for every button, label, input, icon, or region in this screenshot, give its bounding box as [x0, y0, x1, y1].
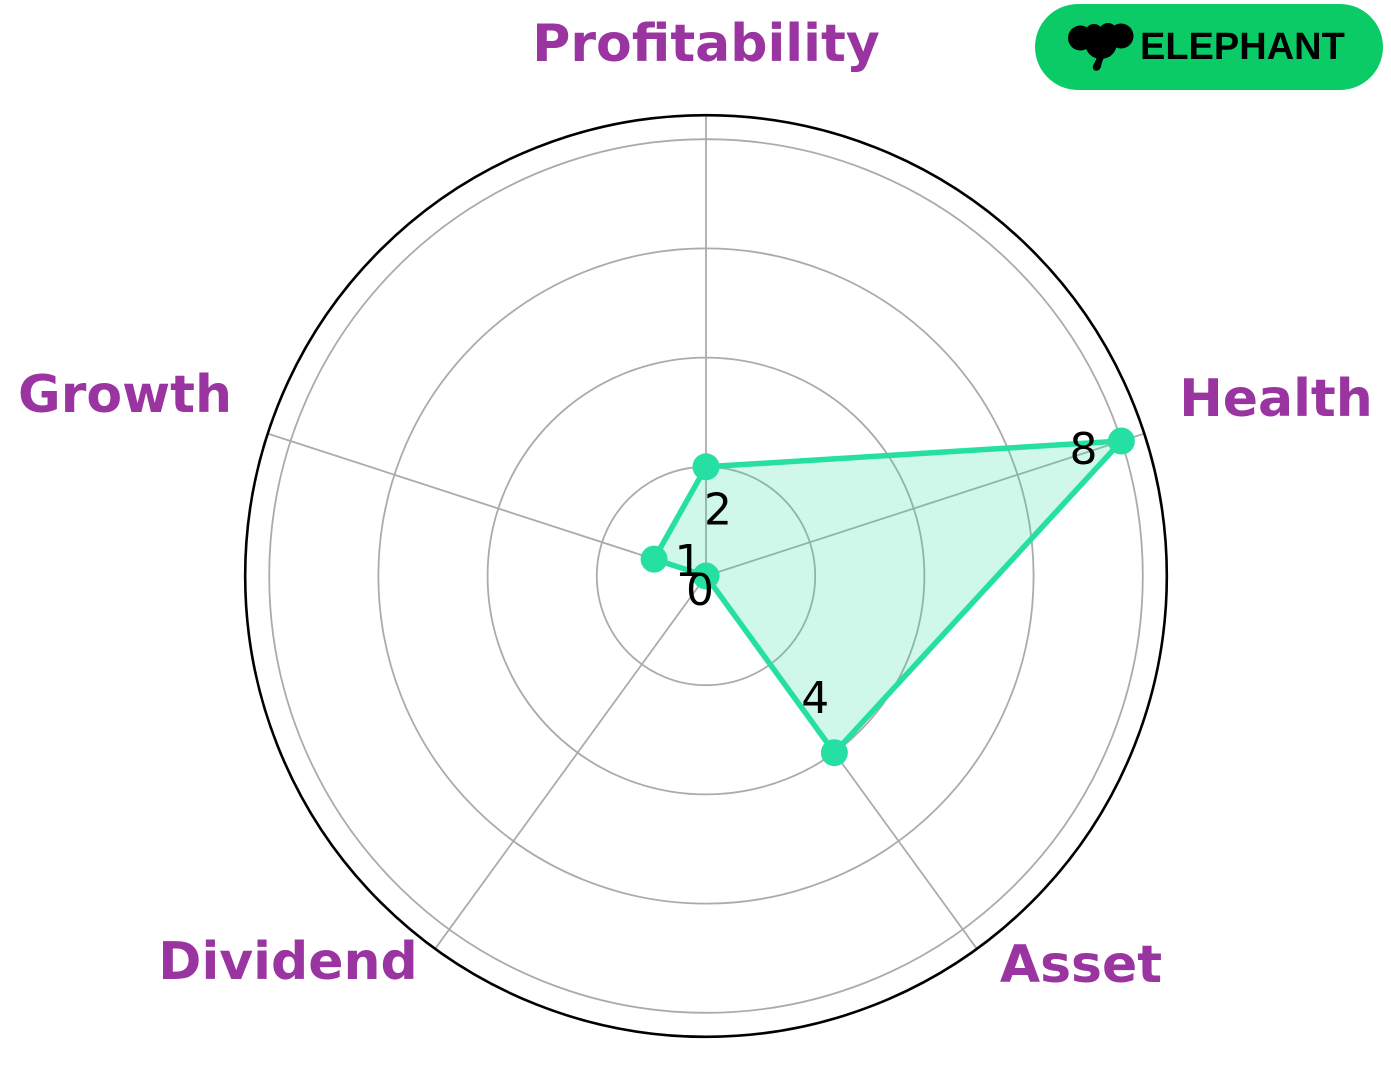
axis-label-asset: Asset	[999, 935, 1163, 995]
axis-label-growth: Growth	[18, 365, 232, 425]
value-label: 1	[674, 536, 702, 587]
value-label: 0	[686, 565, 714, 616]
data-point-marker	[820, 739, 848, 767]
badge-label: ELEPHANT	[1140, 25, 1345, 68]
axis-label-health: Health	[1179, 369, 1373, 429]
data-point-marker	[1107, 427, 1135, 455]
elephant-badge: ELEPHANT	[1035, 4, 1383, 90]
outer-circle	[243, 113, 1169, 1039]
value-label: 8	[1069, 424, 1097, 475]
axis-spoke	[434, 575, 707, 950]
axis-label-dividend: Dividend	[158, 932, 418, 992]
value-label: 4	[801, 673, 829, 724]
data-point-marker	[692, 562, 720, 590]
axis-spoke	[705, 432, 1145, 577]
value-label: 2	[704, 484, 732, 535]
axis-spoke	[267, 432, 707, 577]
data-polygon-fill	[654, 441, 1122, 753]
data-point-marker	[640, 545, 668, 573]
axis-label-profitability: Profitability	[532, 14, 880, 74]
data-point-marker	[692, 453, 720, 481]
data-polygon-line	[651, 438, 1125, 756]
elephant-icon	[1068, 22, 1134, 72]
